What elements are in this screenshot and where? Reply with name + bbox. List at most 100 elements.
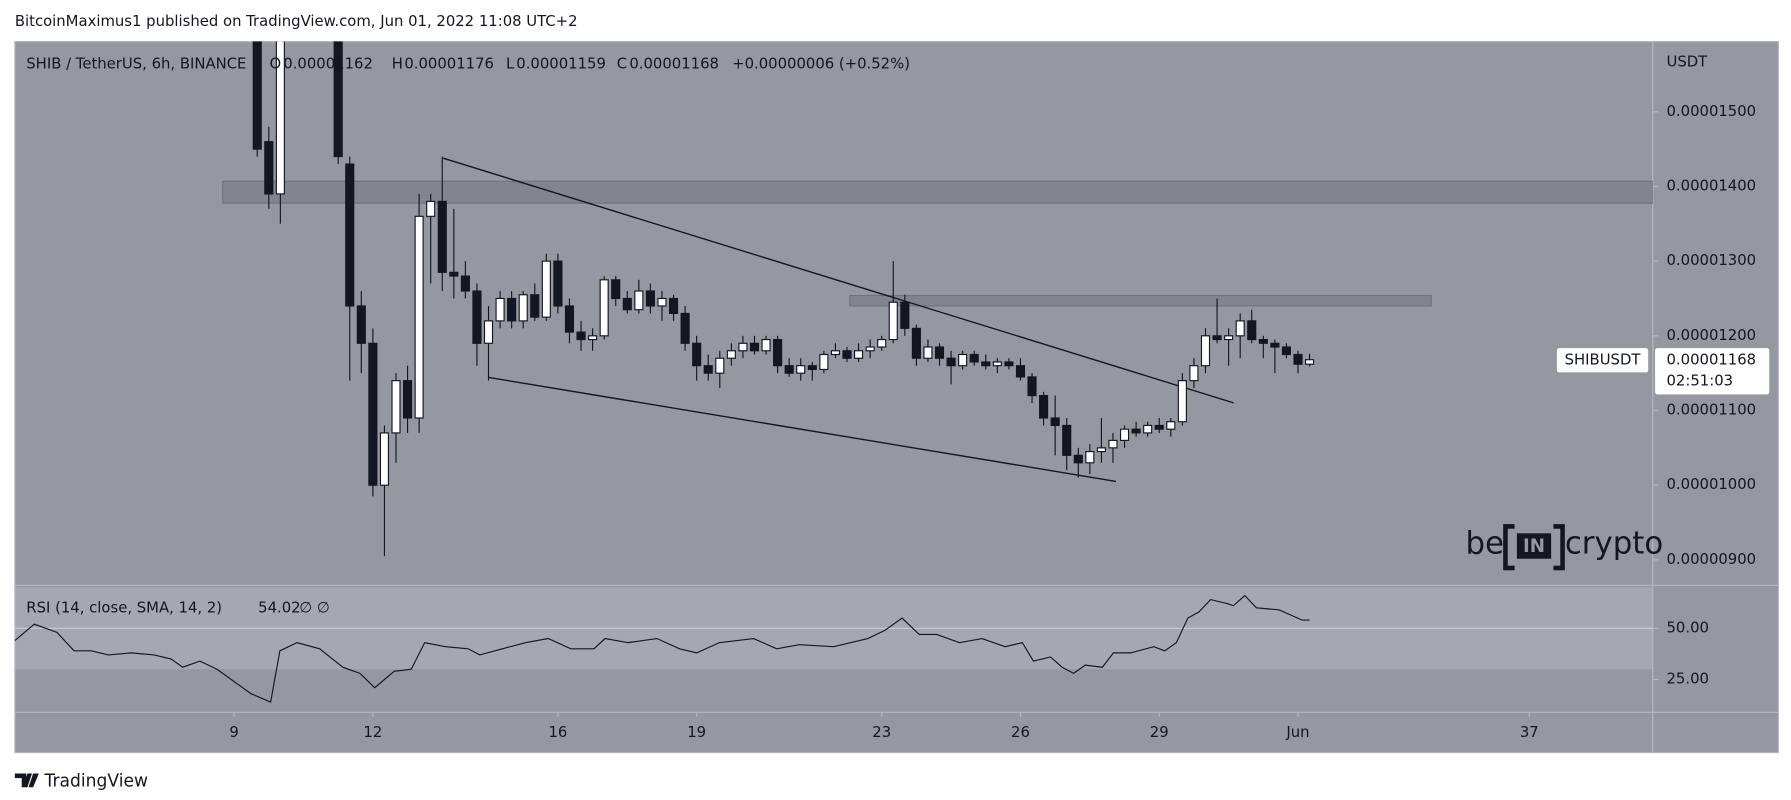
candle-body bbox=[877, 338, 887, 348]
candle-body bbox=[622, 297, 632, 311]
candle-body bbox=[981, 361, 991, 367]
candle-body bbox=[379, 432, 390, 486]
candle-body bbox=[992, 361, 1002, 367]
candle-body bbox=[414, 215, 424, 419]
legend-key: C bbox=[617, 55, 627, 73]
symbol-tag: SHIBUSDT bbox=[1565, 350, 1642, 368]
last-price-label: 0.00001168 bbox=[1666, 350, 1756, 368]
rsi-legend-value: 54.02 bbox=[258, 598, 300, 616]
candle-body bbox=[1108, 439, 1118, 449]
rsi-legend: RSI (14, close, SMA, 14, 2) bbox=[26, 598, 222, 616]
candle-body bbox=[934, 346, 945, 359]
candle-body bbox=[634, 290, 644, 311]
candle-body bbox=[1085, 451, 1095, 464]
candle-body bbox=[541, 260, 551, 318]
y-tick-label: 50.00 bbox=[1666, 618, 1708, 636]
candle-body bbox=[275, 41, 285, 195]
legend-value: 0.00001176 bbox=[404, 55, 494, 73]
candle-body bbox=[356, 305, 366, 344]
y-tick-label: 0.00001300 bbox=[1666, 251, 1756, 269]
candle-body bbox=[483, 320, 494, 344]
countdown: 02:51:03 bbox=[1666, 372, 1733, 390]
x-tick-label: 12 bbox=[363, 723, 382, 741]
x-tick-label: 19 bbox=[687, 723, 706, 741]
candle-body bbox=[888, 301, 898, 341]
candle-body bbox=[819, 353, 829, 371]
candle-body bbox=[1096, 447, 1106, 453]
footer-logo: TradingView bbox=[14, 771, 148, 792]
candle-body bbox=[345, 163, 355, 307]
candle-body bbox=[749, 342, 760, 352]
candle-body bbox=[1235, 320, 1245, 337]
candle-body bbox=[553, 260, 563, 307]
candle-body bbox=[738, 342, 748, 352]
watermark: be IN crypto bbox=[1465, 521, 1663, 573]
x-tick-label: 29 bbox=[1150, 723, 1169, 741]
candle-body bbox=[611, 279, 621, 300]
candle-body bbox=[1212, 335, 1222, 341]
candle-body bbox=[368, 342, 378, 486]
candle-body bbox=[564, 305, 575, 333]
candle-body bbox=[865, 346, 875, 352]
candle-body bbox=[576, 331, 586, 341]
candle-body bbox=[1131, 428, 1141, 434]
candle-body bbox=[1015, 365, 1026, 378]
candle-body bbox=[588, 335, 598, 341]
candle-body bbox=[449, 271, 459, 277]
y-tick-label: 25.00 bbox=[1666, 669, 1708, 687]
candle-body bbox=[958, 353, 968, 367]
last-price-box bbox=[1655, 348, 1770, 395]
x-tick-label: Jun bbox=[1285, 723, 1309, 741]
axis-unit: USDT bbox=[1666, 52, 1708, 70]
candle-body bbox=[923, 346, 933, 359]
candle-body bbox=[599, 279, 609, 337]
candle-body bbox=[1119, 428, 1130, 441]
candle-body bbox=[460, 275, 470, 292]
candle-body bbox=[1027, 376, 1037, 397]
legend-value: 0.00001159 bbox=[516, 55, 606, 73]
candle-body bbox=[668, 297, 679, 314]
y-tick-label: 0.00001000 bbox=[1666, 475, 1756, 493]
publish-line: BitcoinMaximus1 published on TradingView… bbox=[15, 12, 578, 30]
candle-body bbox=[1270, 342, 1280, 348]
chart-border bbox=[14, 40, 1780, 754]
candle-body bbox=[645, 290, 655, 307]
x-tick-label: 26 bbox=[1011, 723, 1030, 741]
candle-body bbox=[1200, 335, 1211, 367]
candle-body bbox=[495, 297, 505, 322]
trend-line bbox=[488, 376, 1117, 483]
legend-key: L bbox=[506, 55, 515, 73]
legend-symbol: SHIB / TetherUS, 6h, BINANCE bbox=[26, 55, 246, 73]
candle-body bbox=[518, 294, 528, 322]
candle-body bbox=[1062, 424, 1072, 456]
candle-body bbox=[1039, 394, 1049, 419]
candle-body bbox=[773, 338, 783, 367]
trend-line bbox=[442, 157, 1234, 404]
rsi-line bbox=[14, 594, 1310, 703]
resistance-zone bbox=[849, 294, 1432, 307]
candle-body bbox=[1304, 359, 1315, 365]
candle-body bbox=[842, 350, 852, 359]
legend-key: O bbox=[270, 55, 282, 73]
legend-value: 0.00001168 bbox=[629, 55, 719, 73]
candle-body bbox=[784, 365, 794, 374]
candle-body bbox=[1004, 361, 1014, 367]
candle-body bbox=[1281, 346, 1292, 356]
watermark-text: be bbox=[1465, 525, 1504, 561]
candle-body bbox=[391, 380, 401, 434]
candle-body bbox=[726, 350, 736, 359]
candle-body bbox=[703, 365, 713, 374]
candle-body bbox=[264, 141, 274, 195]
candle-body bbox=[1224, 335, 1234, 341]
candle-body bbox=[853, 350, 864, 359]
candle-body bbox=[1247, 320, 1257, 341]
candle-body bbox=[437, 200, 447, 273]
footer-brand: TradingView bbox=[44, 771, 148, 791]
logo-icon bbox=[14, 773, 39, 788]
resistance-zone bbox=[222, 180, 1653, 204]
candle-body bbox=[402, 380, 413, 419]
candle-body bbox=[761, 338, 771, 352]
symbol-tag-box bbox=[1556, 348, 1649, 373]
legend-key: H bbox=[392, 55, 403, 73]
